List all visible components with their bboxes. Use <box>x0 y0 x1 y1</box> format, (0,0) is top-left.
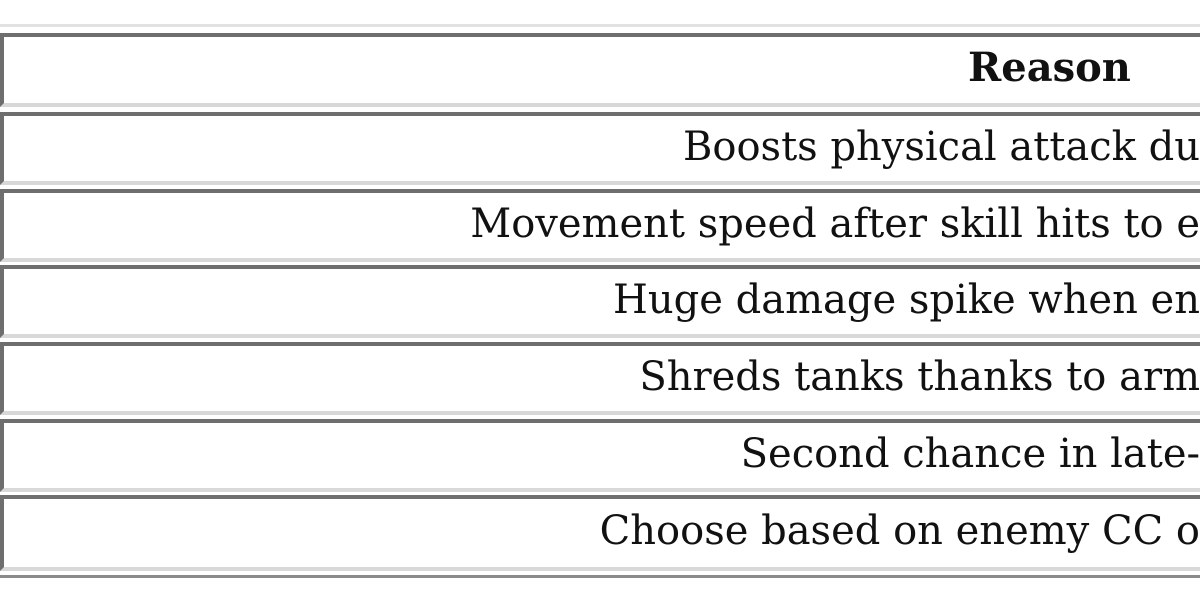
reason-cell: Huge damage spike when en <box>613 276 1200 323</box>
reason-cell: Choose based on enemy CC o <box>599 508 1200 554</box>
reason-cell: Second chance in late- <box>740 430 1200 477</box>
header-cell-reason: Reason <box>0 33 1200 107</box>
reason-cell: Movement speed after skill hits to e <box>470 200 1200 247</box>
table-row: Huge damage spike when en <box>0 265 1200 338</box>
reason-cell: Boosts physical attack du <box>682 123 1200 170</box>
table-row: Boosts physical attack du <box>0 112 1200 185</box>
reason-cell: Shreds tanks thanks to arm <box>639 353 1200 400</box>
table <box>0 24 1200 578</box>
table-row: Shreds tanks thanks to arm <box>0 342 1200 415</box>
table-row: Movement speed after skill hits to e <box>0 189 1200 262</box>
table-row: Choose based on enemy CC o <box>0 495 1200 571</box>
column-header: Reason <box>968 44 1131 91</box>
table-row: Second chance in late- <box>0 419 1200 492</box>
